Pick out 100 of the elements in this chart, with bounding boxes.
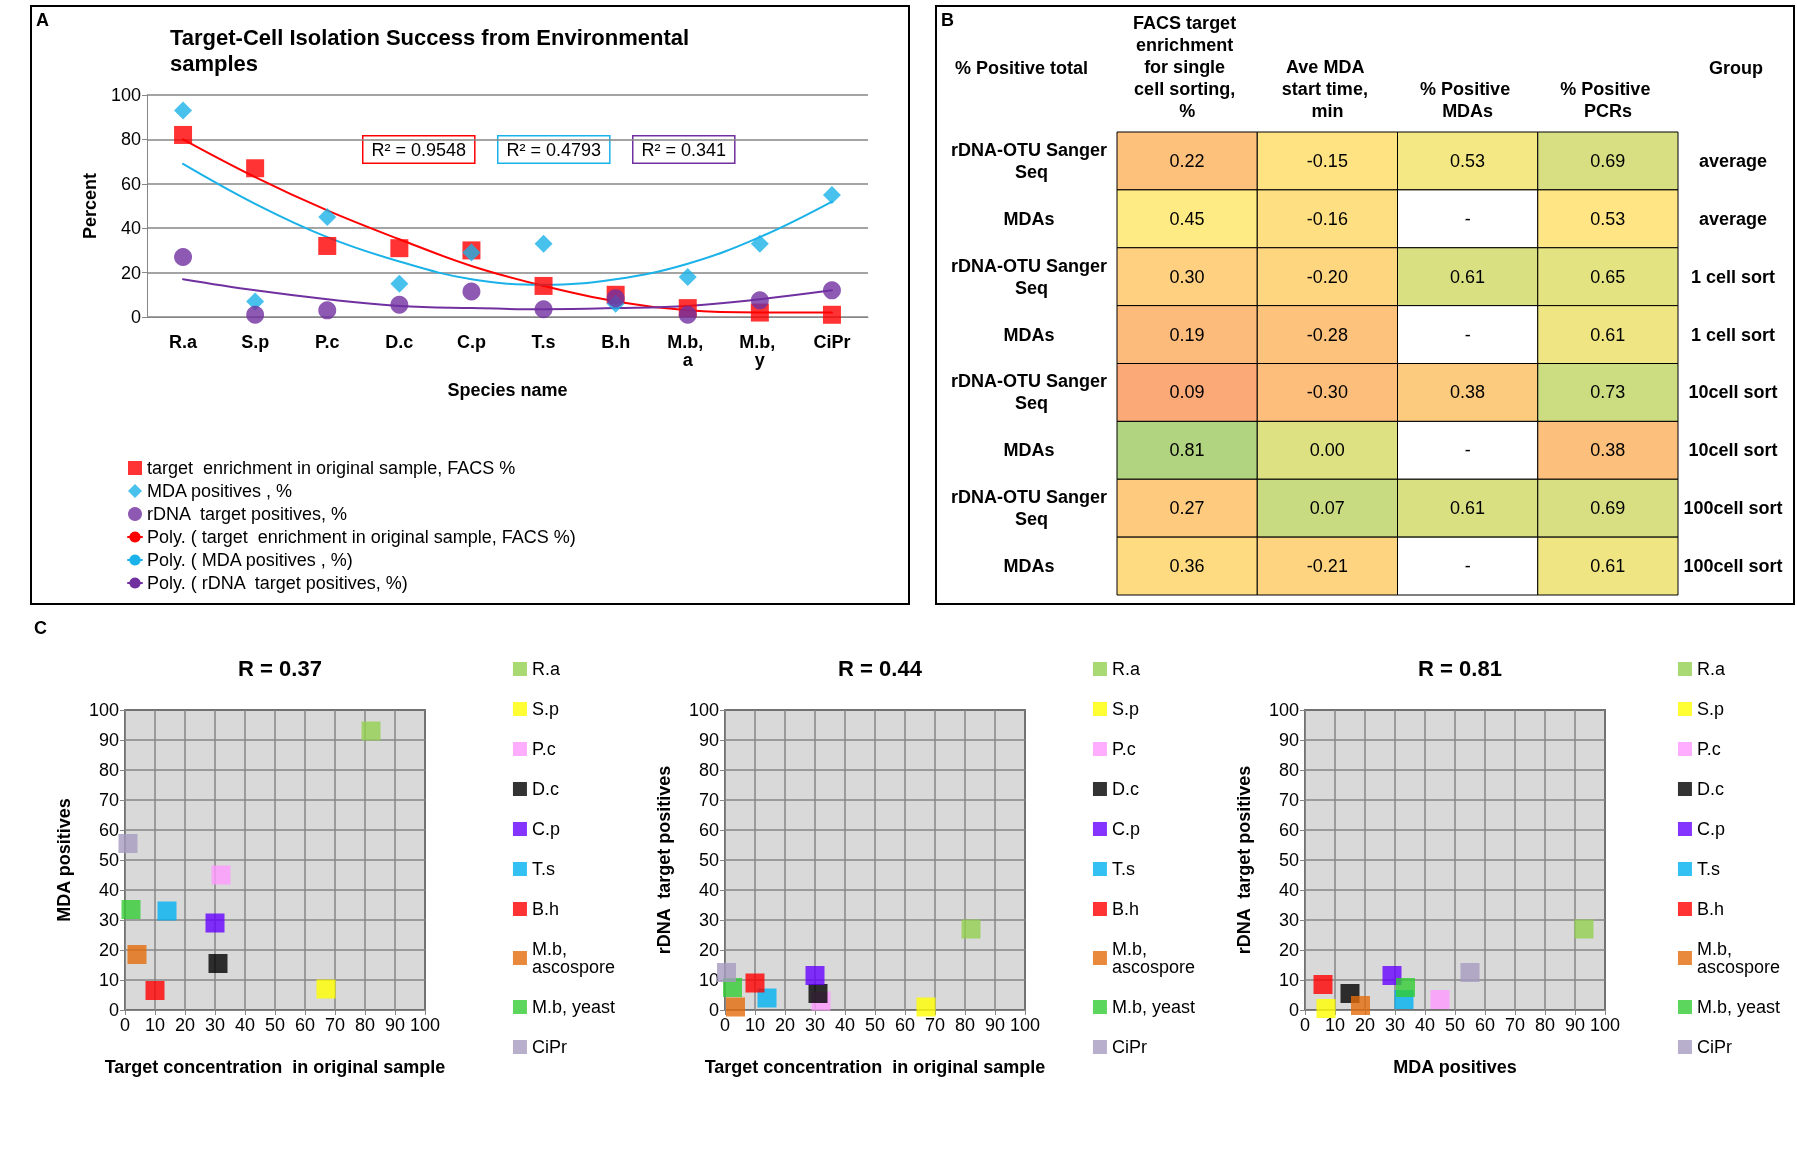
x-tick-label: 60 (1474, 1015, 1496, 1035)
y2-tick-label: 100cell sort (1683, 556, 1783, 577)
y-axis-title: Percent (80, 172, 100, 240)
x-axis-title: Target concentration in original sample (704, 1057, 1046, 1077)
x-tick-label: B.h (601, 332, 631, 352)
data-label: 0.53 (1590, 208, 1626, 229)
x-tick-label: 90 (1564, 1015, 1586, 1035)
y-tick-label: 30 (1278, 910, 1299, 930)
legend-label: target enrichment in original sample, FACS % (147, 458, 516, 478)
y-tick-label: 20 (698, 940, 719, 960)
y-tick-label: 70 (698, 790, 719, 810)
x-tick-label: 100 (409, 1015, 441, 1035)
data-label: -0.16 (1306, 208, 1348, 229)
data-label: 0.38 (1590, 440, 1626, 461)
y-tick-label: 0 (708, 1000, 719, 1020)
x-tick-label: 10 (1324, 1015, 1346, 1035)
x-tick-label: R.a (169, 332, 199, 352)
x-tick-label: 60 (294, 1015, 316, 1035)
legend-label: D.c (531, 779, 559, 799)
legend-label: rDNA target positives, % (147, 504, 348, 524)
x-tick-label: 30 (1384, 1015, 1406, 1035)
y2-tick-label: average (1698, 150, 1768, 171)
x-tick-label: 70 (324, 1015, 346, 1035)
annotation: R² = 0.341 (641, 139, 727, 160)
legend-label: S.p (1696, 699, 1724, 719)
legend-label: M.b, ascospore (1696, 939, 1781, 977)
x-tick-label: 30 (804, 1015, 826, 1035)
y-tick-label: 70 (1278, 790, 1299, 810)
x-tick-label: 90 (984, 1015, 1006, 1035)
y-tick-label: 60 (98, 820, 119, 840)
y-tick-label: 80 (698, 760, 719, 780)
data-label: 0.09 (1169, 382, 1205, 403)
x-tick-label: S.p (241, 332, 270, 352)
data-label: 0.38 (1450, 382, 1486, 403)
y-tick-label: 90 (98, 730, 119, 750)
legend-label: B.h (531, 899, 559, 919)
data-label: 0.30 (1169, 266, 1205, 287)
y-tick-label: MDAs (1003, 208, 1055, 229)
y-tick-label: 90 (698, 730, 719, 750)
legend-label: Poly. ( MDA positives , %) (147, 550, 353, 570)
x-tick-label: 20 (1354, 1015, 1376, 1035)
y-tick-label: 0 (130, 307, 141, 327)
x-tick-label: % Positive MDAs (1420, 79, 1516, 121)
annotation: R² = 0.9548 (371, 139, 467, 160)
y-tick-label: 60 (120, 173, 141, 194)
x-tick-label: 50 (1444, 1015, 1466, 1035)
y2-tick-label: average (1698, 208, 1768, 229)
legend-label: D.c (1696, 779, 1724, 799)
text: B (941, 10, 954, 30)
data-label: 0.73 (1590, 382, 1626, 403)
data-label: 0.65 (1590, 266, 1626, 287)
data-label: 0.19 (1169, 324, 1205, 345)
y2-tick-label: 10cell sort (1688, 440, 1778, 461)
x-tick-label: 20 (774, 1015, 796, 1035)
y-tick-label: 50 (98, 850, 119, 870)
x-tick-label: 100 (1589, 1015, 1621, 1035)
y-tick-label: rDNA-OTU Sanger Seq (950, 487, 1108, 530)
legend-label: C.p (531, 819, 560, 839)
chart-title: R = 0.81 (1418, 655, 1502, 681)
x-tick-label: 60 (894, 1015, 916, 1035)
x-tick-label: 70 (924, 1015, 946, 1035)
x-tick-label: Ave MDA start time, min (1281, 57, 1373, 121)
y-tick-label: rDNA-OTU Sanger Seq (950, 139, 1108, 182)
chart-title: R = 0.37 (238, 655, 322, 681)
x-tick-label: 50 (864, 1015, 886, 1035)
data-label: 0.53 (1450, 150, 1486, 171)
text: - (1464, 208, 1471, 229)
y-tick-label: 30 (98, 910, 119, 930)
data-label: 0.27 (1169, 498, 1205, 519)
data-label: -0.20 (1306, 266, 1348, 287)
text: C (34, 618, 47, 638)
legend-label: C.p (1111, 819, 1140, 839)
legend-label: T.s (1696, 859, 1720, 879)
x-tick-label: 40 (834, 1015, 856, 1035)
data-label: 0.36 (1169, 556, 1205, 577)
data-label: 0.45 (1169, 208, 1205, 229)
legend-label: P.c (531, 739, 556, 759)
legend-label: C.p (1696, 819, 1725, 839)
x-tick-label: 80 (354, 1015, 376, 1035)
legend-label: S.p (1111, 699, 1139, 719)
x-tick-label: 40 (234, 1015, 256, 1035)
y-tick-label: MDAs (1003, 440, 1055, 461)
y-tick-label: MDAs (1003, 556, 1055, 577)
y2-axis-title: Group (1709, 58, 1764, 78)
legend-label: T.s (531, 859, 555, 879)
x-tick-label: 90 (384, 1015, 406, 1035)
x-tick-label: 70 (1504, 1015, 1526, 1035)
y-tick-label: 80 (120, 129, 141, 150)
x-axis-title: Species name (447, 380, 568, 400)
legend-label: R.a (1111, 659, 1141, 679)
y-tick-label: 0 (1288, 1000, 1299, 1020)
x-tick-label: T.s (531, 332, 556, 352)
x-tick-label: % Positive PCRs (1560, 79, 1656, 121)
text: A (36, 10, 49, 30)
y-tick-label: 90 (1278, 730, 1299, 750)
y-tick-label: 60 (698, 820, 719, 840)
legend-label: CiPr (1696, 1037, 1732, 1057)
y-tick-label: 10 (1278, 970, 1299, 990)
x-tick-label: D.c (385, 332, 414, 352)
data-label: 0.22 (1169, 150, 1205, 171)
